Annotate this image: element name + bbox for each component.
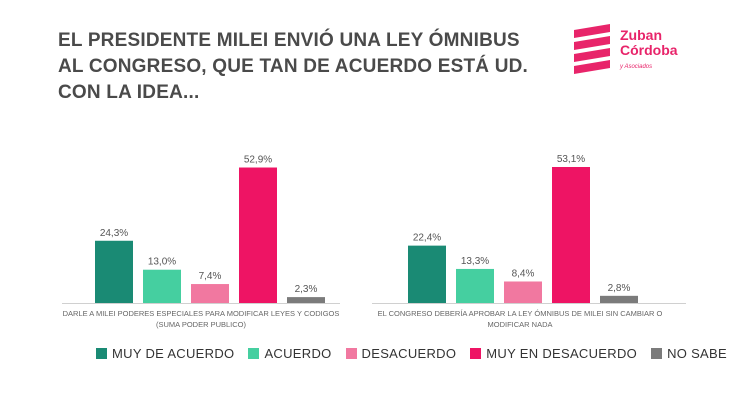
data-label-2-5: 2,8% — [608, 283, 631, 294]
category-label-1-line1: DARLE A MILEI PODERES ESPECIALES PARA MO… — [63, 309, 340, 318]
logo-line2: Córdoba — [620, 42, 678, 58]
logo-text: Zuban Córdoba — [620, 28, 678, 58]
legend-item-4: MUY EN DESACUERDO — [470, 346, 637, 361]
data-label-2-3: 8,4% — [512, 268, 535, 279]
data-label-2-4: 53,1% — [557, 154, 585, 165]
category-label-2-line2: MODIFICAR NADA — [487, 320, 552, 329]
data-label-2-1: 22,4% — [413, 233, 441, 244]
data-label-2-2: 13,3% — [461, 256, 489, 267]
bar-2-3 — [504, 281, 542, 303]
chart-title: EL PRESIDENTE MILEI ENVIÓ UNA LEY ÓMNIBU… — [58, 30, 529, 103]
bar-2-4 — [552, 167, 590, 303]
legend-item-2: ACUERDO — [248, 346, 331, 361]
bar-1-2 — [143, 269, 181, 303]
bar-2-1 — [408, 245, 446, 303]
bar-2-5 — [600, 295, 638, 303]
data-label-1-3: 7,4% — [199, 271, 222, 282]
category-label-2-line1: EL CONGRESO DEBERÍA APROBAR LA LEY ÓMNIB… — [378, 309, 663, 318]
legend-label: ACUERDO — [264, 346, 332, 361]
logo-line1: Zuban — [620, 27, 662, 43]
legend-swatch — [96, 348, 107, 359]
bar-1-1 — [95, 240, 133, 303]
data-label-1-1: 24,3% — [100, 228, 128, 239]
legend-swatch — [345, 348, 357, 359]
data-label-1-5: 2,3% — [295, 284, 318, 295]
data-label-1-4: 52,9% — [244, 155, 272, 166]
legend-swatch — [470, 348, 482, 359]
bar-chart: 24,3% 13,0% 7,4% 52,9% 2,3% DARLE A MILEI POD… — [62, 154, 686, 329]
legend-label: NO SABE — [667, 346, 727, 361]
bar-1-4 — [239, 167, 277, 303]
legend-item-3: DESACUERDO — [345, 346, 457, 361]
legend-swatch — [248, 348, 260, 359]
logo-subtitle: y Asociados — [620, 64, 653, 70]
legend-swatch — [651, 348, 663, 359]
chart-legend: MUY DE ACUERDO ACUERDO DESACUERDO MUY EN DE… — [96, 346, 727, 361]
category-label-1-line2: (SUMA PODER PUBLICO) — [156, 320, 247, 329]
legend-label: MUY EN DESACUERDO — [486, 346, 638, 361]
legend-label: DESACUERDO — [361, 346, 457, 361]
bar-1-5 — [287, 297, 325, 303]
zuban-cordoba-logo-icon — [574, 24, 610, 74]
legend-item-5: NO SABE — [651, 346, 727, 361]
bar-2-2 — [456, 268, 494, 303]
legend-item-1: MUY DE ACUERDO — [96, 346, 234, 361]
bar-1-3 — [191, 284, 229, 303]
data-label-1-2: 13,0% — [148, 257, 176, 268]
legend-label: MUY DE ACUERDO — [112, 346, 235, 361]
